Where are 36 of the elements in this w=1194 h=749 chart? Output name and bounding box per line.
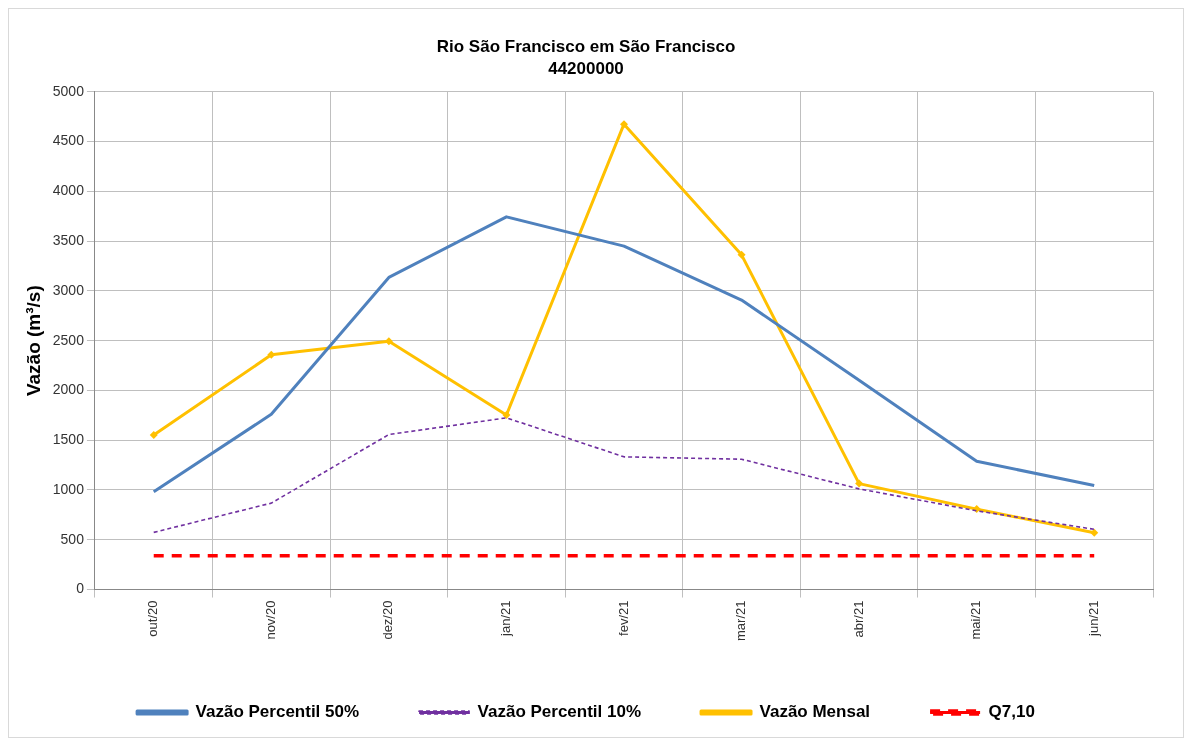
point bbox=[384, 337, 393, 346]
chart-subtitle: 44200000 bbox=[548, 59, 624, 79]
legend-label: Q7,10 bbox=[988, 702, 1035, 722]
y-tick-label: 0 bbox=[76, 580, 85, 597]
chart-title: Rio São Francisco em São Francisco bbox=[436, 36, 736, 56]
x-tick-label: nov/20 bbox=[262, 600, 278, 640]
y-tick-label: 2000 bbox=[52, 381, 85, 398]
legend-label: Vazão Mensal bbox=[759, 702, 871, 722]
x-tick-label: jun/21 bbox=[1085, 600, 1101, 637]
point bbox=[737, 250, 746, 259]
point bbox=[267, 350, 276, 359]
y-tick-label: 3500 bbox=[52, 231, 85, 248]
y-tick-label: 3000 bbox=[52, 281, 85, 298]
x-tick-label: fev/21 bbox=[615, 600, 631, 636]
y-tick-label: 1500 bbox=[52, 431, 85, 448]
x-tick-label: dez/20 bbox=[380, 600, 396, 640]
y-tick-label: 500 bbox=[60, 530, 85, 547]
x-tick-label: out/20 bbox=[145, 600, 161, 637]
x-tick-label: mar/21 bbox=[733, 600, 749, 642]
point bbox=[502, 411, 511, 420]
x-tick-label: jan/21 bbox=[497, 600, 513, 637]
y-axis-title: Vazão (m³/s) bbox=[22, 285, 44, 397]
legend-label: Vazão Percentil 50% bbox=[195, 702, 360, 722]
point bbox=[972, 505, 981, 514]
legend-label: Vazão Percentil 10% bbox=[477, 702, 642, 722]
y-tick-label: 2500 bbox=[52, 331, 85, 348]
y-tick-label: 1000 bbox=[52, 480, 85, 497]
x-tick-label: mai/21 bbox=[968, 600, 984, 640]
point bbox=[855, 479, 864, 488]
point bbox=[149, 430, 158, 439]
y-tick-label: 4000 bbox=[52, 182, 85, 199]
x-tick-label: abr/21 bbox=[850, 600, 866, 638]
point bbox=[619, 120, 628, 129]
y-tick-label: 5000 bbox=[52, 82, 85, 99]
point bbox=[1090, 528, 1099, 537]
y-tick-label: 4500 bbox=[52, 132, 85, 149]
